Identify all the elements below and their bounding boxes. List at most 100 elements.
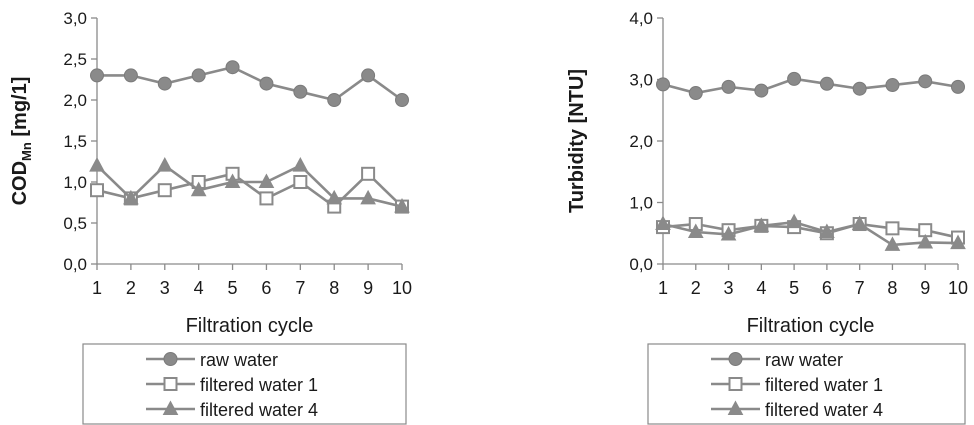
y-tick-label: 2,5 [63, 50, 87, 69]
legend-item: raw water [146, 350, 278, 370]
data-point [123, 68, 138, 83]
turbidity-chart: 0,0 1,0 2,0 3,0 4,0 1 2 3 4 5 6 7 8 9 10 Filtration cyc… [566, 9, 968, 425]
legend-item: filtered water 1 [711, 375, 883, 395]
y-tick-label: 2,0 [629, 132, 653, 151]
data-point [950, 234, 966, 250]
data-point [885, 221, 900, 236]
legend-box [82, 343, 407, 425]
data-point [721, 79, 736, 94]
data-point [258, 173, 275, 188]
series-line [96, 163, 403, 208]
data-point [688, 86, 703, 101]
cod-chart: 0,0 0,5 1,0 1,5 2,0 2,5 3,0 1 2 3 4 5 6 7 8 9 10 Filtrati… [9, 9, 412, 425]
legend-label: filtered water 4 [200, 400, 318, 420]
x-tick-label: 7 [295, 278, 305, 298]
series-line [97, 65, 403, 102]
data-point [190, 181, 207, 197]
y-tick-label: 1,5 [63, 132, 87, 151]
data-point [787, 71, 802, 86]
data-point [918, 74, 933, 89]
data-point [951, 79, 965, 94]
data-point [326, 189, 343, 205]
y-axis-label: Turbidity [NTU] [566, 69, 588, 213]
data-point [851, 215, 868, 231]
x-tick-label: 10 [948, 278, 968, 298]
data-point [361, 68, 376, 83]
data-point [293, 84, 308, 99]
y-axis-label: CODMn [mg/1] [9, 77, 34, 206]
data-point [655, 215, 671, 231]
legend-label: filtered water 4 [765, 400, 883, 420]
series-line [662, 220, 959, 247]
legend-item: raw water [711, 350, 843, 370]
legend-label: filtered water 1 [200, 375, 318, 395]
legend-marker [162, 400, 179, 415]
series-line [662, 77, 959, 95]
data-point [157, 183, 172, 198]
x-tick-label: 7 [855, 278, 865, 298]
data-point [360, 189, 376, 205]
x-tick-label: 6 [822, 278, 832, 298]
series-triangle [655, 213, 966, 251]
data-point [687, 223, 704, 239]
data-point [395, 93, 409, 107]
x-tick-label: 8 [887, 278, 897, 298]
data-point [191, 68, 206, 83]
y-tick-label: 2,0 [63, 91, 87, 110]
data-point [361, 166, 376, 181]
y-tick-label: 0,0 [63, 255, 87, 274]
data-point [89, 157, 105, 172]
series-line [662, 222, 959, 239]
legend-item: filtered water 4 [146, 400, 318, 420]
data-point [884, 236, 901, 251]
legend-marker [728, 352, 743, 366]
data-point [885, 78, 900, 93]
x-tick-label: 2 [126, 278, 136, 298]
series-line [96, 171, 403, 209]
x-tick-label: 9 [920, 278, 930, 298]
x-tick-label: 5 [228, 278, 238, 298]
y-tick-label: 3,0 [63, 9, 87, 28]
x-axis-label: Filtration cycle [186, 315, 314, 337]
series-circle [656, 71, 965, 101]
data-point [819, 76, 834, 91]
data-point [656, 77, 670, 92]
x-tick-label: 3 [160, 278, 170, 298]
data-point [753, 217, 770, 232]
data-point [225, 60, 240, 75]
data-point [293, 175, 308, 189]
data-point [224, 173, 241, 188]
y-tick-label: 0,0 [629, 255, 653, 274]
legend-item: filtered water 1 [146, 375, 318, 395]
legend-marker [728, 377, 743, 391]
x-tick-label: 8 [329, 278, 339, 298]
y-tick-label: 3,0 [629, 71, 653, 90]
x-tick-label: 9 [363, 278, 373, 298]
x-axis-label: Filtration cycle [747, 315, 875, 337]
y-tick-label: 4,0 [629, 9, 653, 28]
y-tick-label: 0,5 [63, 214, 87, 233]
x-tick-label: 1 [92, 278, 102, 298]
data-point [394, 198, 410, 213]
data-point [786, 213, 802, 229]
data-point [917, 233, 934, 249]
legend-marker [163, 377, 178, 391]
data-point [292, 157, 309, 172]
x-tick-label: 3 [724, 278, 734, 298]
data-point [157, 76, 172, 91]
data-point [720, 225, 737, 241]
series-circle [90, 60, 409, 107]
legend-box [647, 343, 966, 425]
x-tick-label: 6 [261, 278, 271, 298]
legend-label: raw water [200, 350, 278, 370]
y-tick-label: 1,0 [63, 173, 87, 192]
data-point [123, 189, 139, 205]
data-point [259, 76, 274, 91]
data-point [819, 223, 835, 239]
data-point [156, 157, 173, 172]
data-point [754, 83, 769, 98]
x-tick-label: 1 [658, 278, 668, 298]
x-tick-label: 5 [789, 278, 799, 298]
x-tick-label: 4 [756, 278, 766, 298]
legend-label: filtered water 1 [765, 375, 883, 395]
